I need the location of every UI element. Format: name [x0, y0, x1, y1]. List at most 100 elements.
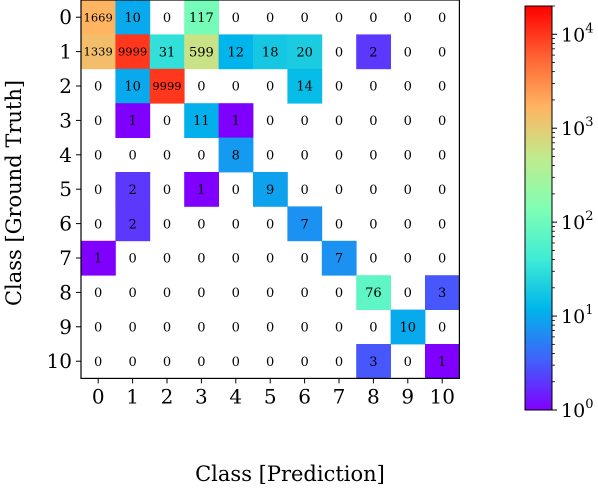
cell-value-label: 0 — [438, 217, 446, 232]
x-tick-label: 2 — [161, 384, 174, 408]
cell-value-label: 117 — [189, 11, 214, 26]
x-tick-label: 9 — [401, 384, 414, 408]
cell-value-label: 9 — [266, 183, 274, 198]
cell-value-label: 9999 — [118, 45, 147, 59]
colorbar: 100 101 102 103 104 — [524, 5, 593, 422]
cell-value-label: 0 — [163, 183, 171, 198]
cell-value-label: 0 — [128, 252, 136, 267]
cell-value-label: 0 — [266, 320, 274, 335]
cell-value-label: 11 — [193, 114, 210, 129]
heatmap-cell — [115, 172, 151, 207]
cell-value-label: 0 — [232, 11, 240, 26]
cell-value-label: 0 — [404, 355, 412, 370]
cell-value-label: 0 — [163, 320, 171, 335]
cell-value-label: 0 — [404, 45, 412, 60]
cell-value-label: 0 — [232, 320, 240, 335]
cell-value-label: 0 — [266, 252, 274, 267]
cell-value-label: 0 — [232, 286, 240, 301]
heatmap-cell — [115, 34, 151, 70]
cell-value-label: 10 — [124, 80, 141, 95]
cell-value-label: 0 — [438, 11, 446, 26]
cell-value-label: 0 — [404, 252, 412, 267]
y-tick-label: 1 — [59, 40, 72, 64]
cell-value-label: 0 — [438, 183, 446, 198]
cell-value-label: 8 — [232, 148, 240, 163]
heatmap-cell — [356, 344, 391, 379]
heatmap-cell — [356, 34, 391, 70]
heatmap-cell — [218, 34, 254, 70]
cell-value-label: 0 — [94, 183, 102, 198]
cell-value-label: 0 — [438, 114, 446, 129]
cell-value-label: 0 — [335, 183, 343, 198]
cell-value-label: 0 — [232, 80, 240, 95]
heatmap-cell — [425, 275, 460, 310]
colorbar-tick-label: 103 — [561, 115, 593, 140]
cell-value-label: 1 — [232, 114, 240, 129]
heatmap-cell — [115, 0, 151, 35]
cell-value-label: 0 — [335, 286, 343, 301]
cell-value-label: 0 — [300, 320, 308, 335]
x-tick-label: 4 — [229, 384, 242, 408]
cell-value-label: 0 — [438, 252, 446, 267]
heatmap-cell — [218, 103, 254, 138]
cell-value-label: 0 — [266, 114, 274, 129]
cell-value-label: 0 — [197, 286, 205, 301]
cell-value-label: 0 — [335, 217, 343, 232]
cell-value-label: 0 — [163, 252, 171, 267]
x-tick-label: 8 — [367, 384, 380, 408]
cell-value-label: 0 — [128, 320, 136, 335]
cell-value-label: 599 — [189, 45, 214, 60]
cell-value-label: 0 — [94, 217, 102, 232]
heatmap-cell — [287, 34, 323, 70]
cell-value-label: 76 — [365, 286, 382, 301]
x-tick-label: 10 — [429, 384, 454, 408]
cell-value-label: 0 — [438, 45, 446, 60]
heatmap-cell — [149, 68, 185, 104]
heatmap-cell — [115, 206, 151, 242]
cell-value-label: 1669 — [84, 10, 113, 24]
y-tick-label: 10 — [47, 349, 72, 373]
cell-value-label: 1 — [197, 183, 205, 198]
cell-value-label: 0 — [404, 217, 412, 232]
cell-value-label: 0 — [232, 252, 240, 267]
heatmap-cell — [149, 34, 185, 70]
heatmap-cell — [115, 68, 151, 104]
cell-value-label: 0 — [197, 80, 205, 95]
cell-value-label: 0 — [163, 355, 171, 370]
cell-value-label: 2 — [128, 183, 136, 198]
colorbar-tick-label: 101 — [561, 303, 593, 328]
cell-value-label: 18 — [262, 45, 279, 60]
cell-value-label: 0 — [197, 252, 205, 267]
colorbar-gradient — [524, 5, 553, 411]
heatmap-cell — [425, 344, 460, 379]
y-tick-label: 0 — [59, 5, 72, 29]
cell-value-label: 0 — [232, 217, 240, 232]
cell-value-label: 0 — [369, 217, 377, 232]
heatmap-cells — [81, 0, 460, 379]
cell-value-label: 0 — [369, 11, 377, 26]
cell-value-label: 0 — [266, 11, 274, 26]
cell-value-label: 0 — [197, 217, 205, 232]
heatmap-cell — [81, 240, 116, 276]
cell-value-label: 2 — [128, 217, 136, 232]
cell-value-label: 0 — [404, 114, 412, 129]
cell-value-label: 0 — [369, 183, 377, 198]
cell-value-label: 9999 — [152, 79, 181, 93]
cell-value-label: 0 — [197, 355, 205, 370]
cell-value-label: 0 — [197, 148, 205, 163]
cell-value-label: 0 — [266, 148, 274, 163]
cell-value-label: 0 — [266, 217, 274, 232]
cell-value-label: 1 — [128, 114, 136, 129]
x-tick-label: 3 — [195, 384, 208, 408]
cell-value-label: 10 — [400, 320, 417, 335]
cell-value-label: 0 — [266, 355, 274, 370]
cell-value-label: 0 — [335, 80, 343, 95]
cell-value-label: 0 — [404, 286, 412, 301]
cell-value-label: 0 — [94, 80, 102, 95]
cell-value-label: 0 — [335, 114, 343, 129]
cell-value-label: 0 — [300, 148, 308, 163]
cell-value-label: 0 — [197, 320, 205, 335]
heatmap-cell — [184, 34, 219, 70]
cell-value-label: 0 — [163, 114, 171, 129]
